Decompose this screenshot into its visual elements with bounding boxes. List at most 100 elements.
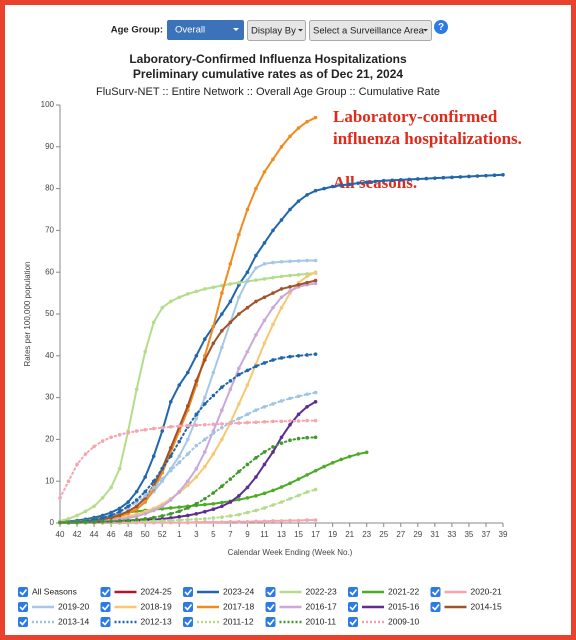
data-point — [117, 513, 122, 517]
data-point — [177, 460, 182, 465]
data-point — [313, 352, 318, 356]
area-dropdown[interactable] — [309, 20, 432, 41]
series-line — [59, 173, 504, 524]
legend-label: 2022-23 — [306, 586, 337, 596]
data-point — [356, 181, 360, 185]
x-tick-label: 1 — [177, 530, 182, 539]
y-tick-label: 0 — [50, 518, 55, 527]
display-by[interactable]: Display By — [251, 26, 296, 37]
age-group-label: Age Group: — [111, 25, 163, 36]
series-line — [59, 259, 317, 524]
data-point — [313, 468, 318, 473]
data-point — [177, 454, 182, 458]
data-point — [313, 258, 318, 263]
data-point — [160, 466, 165, 471]
data-point — [237, 402, 241, 406]
data-point — [254, 508, 258, 513]
chart-title: Laboratory-Confirmed Influenza Hospitali… — [129, 52, 407, 66]
y-tick-label: 50 — [45, 309, 54, 318]
age-group-dropdown[interactable] — [167, 20, 244, 40]
data-point — [279, 305, 284, 310]
data-point — [177, 518, 182, 522]
data-point — [228, 282, 233, 286]
data-point — [109, 513, 113, 518]
legend-label: All Seasons — [32, 586, 77, 596]
data-point — [450, 175, 454, 180]
checkmark — [266, 604, 275, 611]
data-point — [109, 519, 113, 524]
data-point — [313, 418, 318, 423]
data-point — [262, 404, 267, 409]
data-point — [185, 517, 190, 522]
x-tick-label: 11 — [260, 530, 269, 539]
data-point — [83, 520, 88, 524]
data-point — [177, 509, 182, 514]
data-point — [134, 498, 139, 502]
data-point — [211, 285, 216, 290]
legend-label: 2013-14 — [58, 616, 89, 626]
data-point — [228, 299, 233, 304]
data-point — [220, 422, 224, 426]
checkmark — [266, 589, 275, 596]
data-point — [228, 387, 233, 392]
data-point — [168, 468, 173, 473]
legend-label: 2012-13 — [141, 616, 172, 626]
data-point — [245, 383, 250, 387]
y-tick-label: 30 — [45, 393, 54, 402]
data-point — [194, 520, 199, 524]
display-by-dropdown[interactable] — [247, 20, 306, 41]
data-point — [160, 519, 165, 523]
data-point — [194, 412, 199, 417]
x-tick-label: 46 — [107, 530, 116, 539]
data-point — [245, 305, 250, 310]
data-point — [305, 353, 309, 357]
data-point — [168, 425, 173, 429]
data-point — [313, 188, 318, 193]
caret — [423, 29, 428, 32]
data-point — [279, 287, 284, 291]
data-point — [237, 494, 241, 498]
data-point — [66, 479, 71, 484]
data-point — [313, 487, 318, 492]
data-point — [168, 299, 173, 304]
data-point — [254, 519, 258, 524]
legend-label: 2009-10 — [388, 616, 419, 626]
legend-label: 2020-21 — [471, 586, 502, 596]
data-point — [151, 508, 156, 513]
x-tick-label: 42 — [73, 530, 82, 539]
data-point — [126, 518, 130, 523]
y-tick-label: 100 — [41, 100, 55, 109]
data-point — [254, 299, 258, 304]
data-point — [262, 341, 267, 346]
data-point — [262, 462, 267, 467]
surveillance-area[interactable]: Select a Surveillance Area — [313, 26, 425, 37]
data-point — [185, 292, 190, 296]
data-point — [279, 145, 284, 149]
data-point — [160, 477, 165, 481]
data-point — [398, 178, 403, 182]
data-point — [75, 520, 79, 525]
legend-checkbox — [265, 602, 276, 612]
data-point — [185, 404, 190, 408]
data-point — [288, 354, 292, 359]
data-point — [220, 312, 224, 316]
data-point — [237, 295, 241, 300]
help-icon[interactable] — [434, 20, 448, 34]
help-text[interactable]: ? — [438, 22, 444, 33]
data-point — [66, 520, 71, 525]
data-point — [160, 514, 165, 518]
age-group-value[interactable]: Overall — [175, 25, 205, 36]
data-point — [271, 488, 275, 493]
legend-label: 2014-15 — [471, 601, 502, 611]
data-point — [194, 416, 199, 421]
data-point — [168, 512, 173, 516]
data-point — [296, 493, 301, 498]
data-point — [177, 514, 182, 519]
data-point — [160, 506, 165, 511]
data-point — [305, 518, 309, 522]
data-point — [364, 180, 369, 185]
data-point — [254, 420, 258, 425]
data-point — [407, 177, 412, 182]
data-point — [501, 173, 505, 177]
data-point — [126, 500, 130, 504]
